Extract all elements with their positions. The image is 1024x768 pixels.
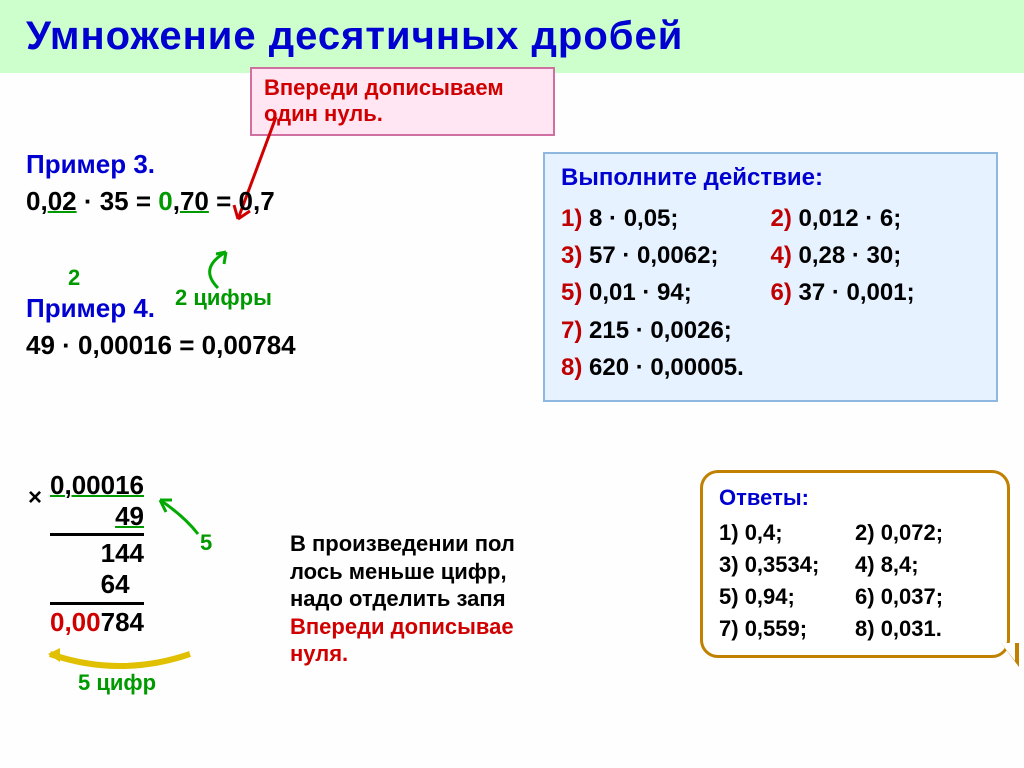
- ex-n: 3): [561, 242, 582, 269]
- ex3-comma: ,: [173, 186, 180, 216]
- yellow-arc: [40, 648, 200, 678]
- ex-t: 215 · 0,0026;: [589, 317, 732, 344]
- long-multiplication: × 0,00016 49 144 64 0,00784: [50, 470, 144, 637]
- example4-line: 49 · 0,00016 = 0,00784: [26, 330, 496, 361]
- answers-bubble: Ответы: 1) 0,4; 2) 0,072; 3) 0,3534; 4) …: [700, 470, 1010, 658]
- note-l3: надо отделить запя: [290, 585, 550, 613]
- ex-t: 0,012 · 6;: [799, 205, 902, 232]
- lm-r2: 49: [50, 501, 144, 532]
- ex-n: 6): [771, 279, 792, 306]
- note-l1: В произведении пол: [290, 530, 550, 558]
- a-t: 0,3534;: [745, 552, 820, 577]
- a-n: 2): [855, 520, 881, 545]
- a-t: 0,037;: [881, 584, 943, 609]
- rule2: [50, 602, 144, 605]
- ex3-eq: = 0,7: [209, 186, 275, 216]
- ex-t: 8 · 0,05;: [589, 205, 678, 232]
- ex-t: 37 · 0,001;: [799, 279, 915, 306]
- ex-t: 0,28 · 30;: [799, 242, 902, 269]
- a-n: 1): [719, 520, 745, 545]
- a-t: 0,94;: [745, 584, 795, 609]
- a-n: 8): [855, 616, 881, 641]
- ex-t: 0,01 · 94;: [589, 279, 692, 306]
- ex3-zero: 0: [158, 186, 172, 216]
- a-n: 7): [719, 616, 745, 641]
- note-l4: Впереди дописывае: [290, 613, 550, 641]
- lm-r4: 64: [50, 569, 144, 600]
- title-band: Умножение десятичных дробей: [0, 0, 1024, 73]
- arrow-green-1: [148, 248, 248, 298]
- rule1: [50, 533, 144, 536]
- ex3-lhs-u: 02: [48, 186, 77, 216]
- a-n: 4): [855, 552, 881, 577]
- answers-header: Ответы:: [719, 485, 991, 511]
- a-t: 0,031.: [881, 616, 942, 641]
- a-n: 3): [719, 552, 745, 577]
- bubble-tail-fill: [1001, 643, 1015, 661]
- lm-r5-pre: 0,00: [50, 607, 101, 637]
- multiply-sign: ×: [28, 484, 42, 512]
- a-t: 8,4;: [881, 552, 919, 577]
- a-t: 0,072;: [881, 520, 943, 545]
- ex-n: 1): [561, 205, 582, 232]
- ex3-rhs-u: 70: [180, 186, 209, 216]
- exercise-box: Выполните действие: 1) 8 · 0,05; 2) 0,01…: [543, 152, 998, 402]
- example3-label: Пример 3.: [26, 149, 496, 180]
- a-t: 0,4;: [745, 520, 783, 545]
- ex3-lhs-pre: 0,: [26, 186, 48, 216]
- note-l2: лось меньше цифр,: [290, 558, 550, 586]
- ex-n: 4): [771, 242, 792, 269]
- a-t: 0,559;: [745, 616, 807, 641]
- ex-n: 5): [561, 279, 582, 306]
- ex-n: 7): [561, 317, 582, 344]
- lm-r3: 144: [50, 538, 144, 569]
- ex-t: 620 · 0,00005.: [589, 354, 744, 381]
- ex-n: 8): [561, 354, 582, 381]
- anno-2: 2: [68, 265, 80, 291]
- exercise-header: Выполните действие:: [561, 164, 980, 192]
- page-title: Умножение десятичных дробей: [26, 14, 998, 59]
- lm-r1: 0,00016: [50, 470, 144, 501]
- a-n: 5): [719, 584, 745, 609]
- left-column: Пример 3. 0,02 · 35 = 0,70 = 0,7 Пример …: [26, 85, 496, 361]
- lm-r5-b: 784: [101, 607, 144, 637]
- ex-n: 2): [771, 205, 792, 232]
- a-n: 6): [855, 584, 881, 609]
- ex3-mid: · 35 =: [77, 186, 159, 216]
- note-l5: нуля.: [290, 640, 550, 668]
- note-block: В произведении пол лось меньше цифр, над…: [290, 530, 550, 668]
- lm-r5: 0,00784: [50, 607, 144, 638]
- arrow-green-2: [156, 486, 216, 546]
- ex-t: 57 · 0,0062;: [589, 242, 718, 269]
- example3-line: 0,02 · 35 = 0,70 = 0,7: [26, 186, 496, 217]
